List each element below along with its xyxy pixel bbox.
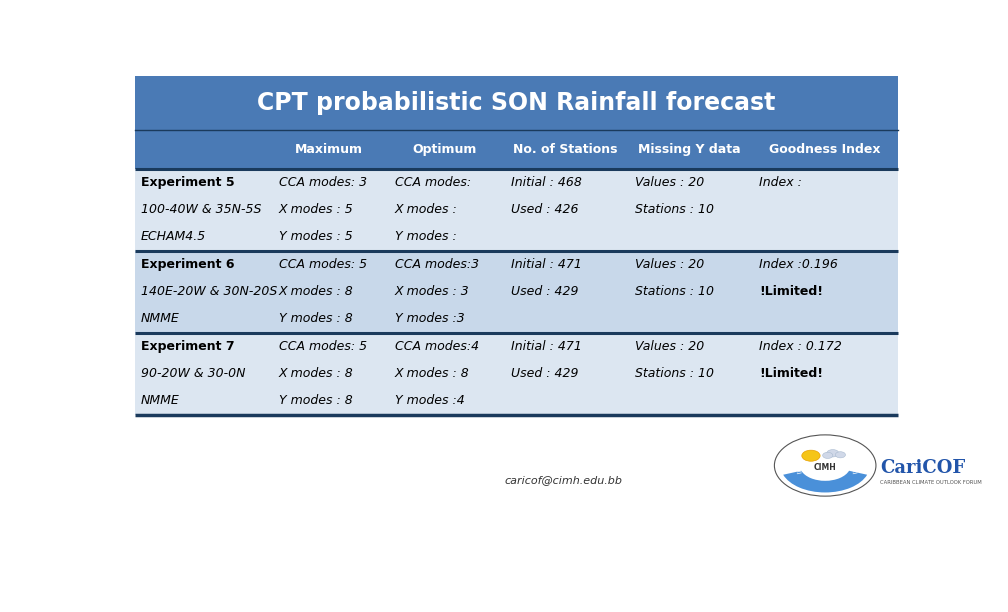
Bar — [135, 387, 898, 414]
Text: CIMH: CIMH — [813, 463, 837, 472]
Text: No. of Stations: No. of Stations — [513, 143, 617, 156]
Circle shape — [836, 452, 846, 458]
Bar — [135, 169, 898, 196]
Text: CCA modes:4: CCA modes:4 — [395, 340, 479, 353]
Bar — [135, 360, 898, 387]
Text: Y modes : 5: Y modes : 5 — [279, 231, 353, 244]
Text: Initial : 468: Initial : 468 — [511, 176, 582, 188]
Text: X modes :: X modes : — [395, 203, 458, 216]
Text: Y modes : 8: Y modes : 8 — [279, 395, 353, 408]
Bar — [135, 278, 898, 305]
Text: X modes : 8: X modes : 8 — [279, 367, 354, 380]
Text: CariCOF: CariCOF — [880, 459, 965, 477]
Text: CCA modes: 5: CCA modes: 5 — [279, 340, 367, 353]
Bar — [135, 332, 898, 360]
Text: Y modes :4: Y modes :4 — [395, 395, 465, 408]
Text: Y modes :: Y modes : — [395, 231, 457, 244]
Text: Stations : 10: Stations : 10 — [635, 285, 714, 298]
Text: Optimum: Optimum — [412, 143, 477, 156]
Text: 100-40W & 35N-5S: 100-40W & 35N-5S — [141, 203, 261, 216]
Text: Values : 20: Values : 20 — [635, 176, 705, 188]
Text: NMME: NMME — [141, 313, 179, 326]
Text: caricof@cimh.edu.bb: caricof@cimh.edu.bb — [504, 475, 623, 485]
Text: X modes : 3: X modes : 3 — [395, 285, 470, 298]
Circle shape — [801, 450, 821, 461]
Circle shape — [778, 438, 872, 494]
Text: 140E-20W & 30N-20S: 140E-20W & 30N-20S — [141, 285, 277, 298]
Text: X modes : 8: X modes : 8 — [395, 367, 470, 380]
Text: NMME: NMME — [141, 395, 179, 408]
Text: CCA modes: 5: CCA modes: 5 — [279, 258, 367, 271]
Text: Used : 429: Used : 429 — [511, 285, 579, 298]
Text: Index :0.196: Index :0.196 — [759, 258, 838, 271]
Text: CCA modes: 3: CCA modes: 3 — [279, 176, 367, 188]
Text: Used : 426: Used : 426 — [511, 203, 579, 216]
Text: Maximum: Maximum — [295, 143, 363, 156]
Bar — [135, 76, 898, 414]
Text: CCA modes:3: CCA modes:3 — [395, 258, 479, 271]
Text: Experiment 6: Experiment 6 — [141, 258, 234, 271]
Text: Initial : 471: Initial : 471 — [511, 340, 582, 353]
Bar — [135, 196, 898, 223]
Text: Stations : 10: Stations : 10 — [635, 367, 714, 380]
Bar — [135, 305, 898, 332]
Text: Y modes :3: Y modes :3 — [395, 313, 465, 326]
Text: CCA modes:: CCA modes: — [395, 176, 471, 188]
Bar — [135, 76, 898, 130]
Text: Initial : 471: Initial : 471 — [511, 258, 582, 271]
Text: !Limited!: !Limited! — [759, 285, 824, 298]
Circle shape — [827, 450, 839, 457]
Text: Values : 20: Values : 20 — [635, 258, 705, 271]
Bar — [135, 130, 898, 169]
Text: Index :: Index : — [759, 176, 802, 188]
Circle shape — [774, 435, 876, 496]
Text: Experiment 5: Experiment 5 — [141, 176, 235, 188]
Bar — [135, 223, 898, 251]
Text: Used : 429: Used : 429 — [511, 367, 579, 380]
Text: Values : 20: Values : 20 — [635, 340, 705, 353]
Text: X modes : 5: X modes : 5 — [279, 203, 354, 216]
Text: 90-20W & 30-0N: 90-20W & 30-0N — [141, 367, 245, 380]
Text: Y modes : 8: Y modes : 8 — [279, 313, 353, 326]
Text: Missing Y data: Missing Y data — [638, 143, 741, 156]
Text: Index : 0.172: Index : 0.172 — [759, 340, 842, 353]
Text: CPT probabilistic SON Rainfall forecast: CPT probabilistic SON Rainfall forecast — [257, 91, 776, 115]
Wedge shape — [783, 471, 867, 493]
Bar — [135, 251, 898, 278]
Text: X modes : 8: X modes : 8 — [279, 285, 354, 298]
Text: ECHAM4.5: ECHAM4.5 — [141, 231, 206, 244]
Text: Stations : 10: Stations : 10 — [635, 203, 714, 216]
Text: Goodness Index: Goodness Index — [769, 143, 880, 156]
Text: CARIBBEAN CLIMATE OUTLOOK FORUM: CARIBBEAN CLIMATE OUTLOOK FORUM — [880, 480, 982, 485]
Circle shape — [823, 452, 833, 458]
Text: Experiment 7: Experiment 7 — [141, 340, 235, 353]
Text: !Limited!: !Limited! — [759, 367, 824, 380]
